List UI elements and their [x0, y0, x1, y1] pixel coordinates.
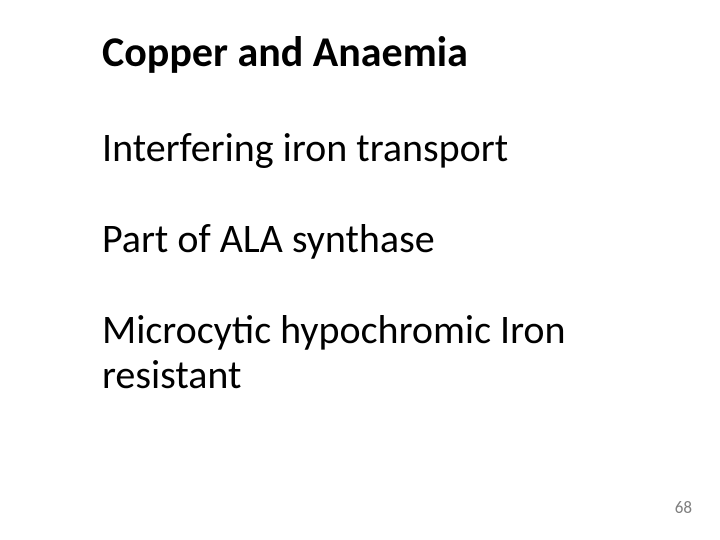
- slide-title: Copper and Anaemia: [102, 30, 630, 76]
- body-line-3: Microcytic hypochromic Iron resistant: [102, 308, 630, 398]
- body-line-2: Part of ALA synthase: [102, 217, 630, 262]
- body-line-1: Interfering iron transport: [102, 126, 630, 171]
- slide-container: Copper and Anaemia Interfering iron tran…: [0, 0, 720, 540]
- page-number: 68: [675, 497, 692, 518]
